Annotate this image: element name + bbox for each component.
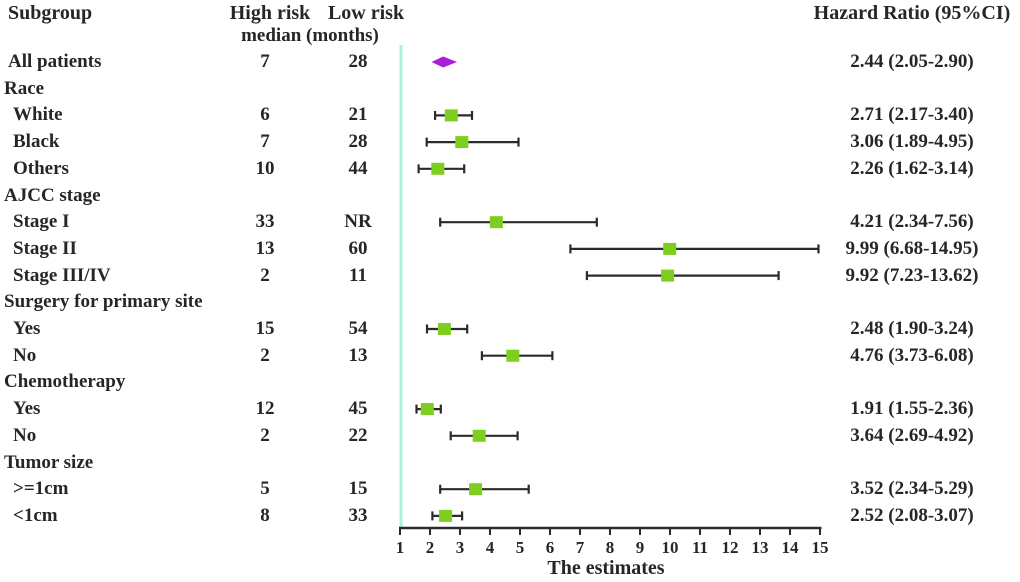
- point-estimate-square: [431, 162, 445, 175]
- row-high-risk-median: 15: [255, 318, 275, 339]
- x-axis-tick-label: 1: [396, 538, 405, 557]
- row-group-label: Chemotherapy: [4, 371, 126, 393]
- row-low-risk-median: 13: [348, 344, 368, 366]
- x-axis-tick-label: 9: [636, 538, 645, 557]
- x-axis-tick-label: 7: [576, 538, 585, 557]
- row-hazard-ratio: 2.44 (2.05-2.90): [850, 51, 974, 72]
- row-high-risk-median: 10: [255, 157, 275, 179]
- row-hazard-ratio: 4.21 (2.34-7.56): [850, 211, 974, 233]
- x-axis-tick-label: 2: [426, 538, 435, 557]
- x-axis-title: The estimates: [547, 557, 664, 579]
- row-label: Yes: [13, 318, 41, 339]
- point-estimate-square: [489, 216, 503, 229]
- row-group-label: Surgery for primary site: [4, 291, 203, 313]
- row-high-risk-median: 13: [255, 237, 275, 259]
- point-estimate-square: [420, 403, 434, 416]
- point-estimate-square: [661, 269, 675, 282]
- row-hazard-ratio: 2.52 (2.08-3.07): [850, 504, 974, 526]
- row-high-risk-median: 2: [260, 424, 270, 446]
- x-axis-tick-label: 13: [752, 538, 769, 557]
- point-estimate-square: [472, 429, 486, 442]
- x-axis-tick-label: 12: [722, 538, 739, 557]
- col-header-low-risk: Low risk: [327, 2, 405, 24]
- row-label: All patients: [8, 51, 102, 72]
- row-high-risk-median: 6: [260, 104, 270, 126]
- col-header-subgroup: Subgroup: [8, 2, 93, 24]
- row-low-risk-median: 45: [348, 398, 368, 420]
- row-hazard-ratio: 2.71 (2.17-3.40): [850, 104, 974, 126]
- row-label: White: [13, 104, 63, 126]
- row-high-risk-median: 2: [260, 264, 270, 286]
- row-label: >=1cm: [13, 478, 69, 500]
- row-low-risk-median: 28: [348, 51, 368, 72]
- row-high-risk-median: 8: [260, 504, 270, 526]
- row-label: Yes: [13, 398, 41, 420]
- row-label: <1cm: [13, 504, 58, 526]
- x-axis-tick-label: 15: [812, 538, 829, 557]
- summary-diamond: [431, 56, 457, 68]
- row-group-label: AJCC stage: [4, 184, 101, 206]
- row-label: No: [13, 424, 37, 446]
- row-label: Stage I: [13, 211, 70, 233]
- row-low-risk-median: 15: [348, 478, 368, 500]
- row-low-risk-median: 22: [348, 424, 368, 446]
- row-low-risk-median: 21: [348, 104, 368, 126]
- col-header-median-months: median (months): [241, 25, 379, 46]
- col-header-hazard-ratio: Hazard Ratio (95%CI): [813, 2, 1011, 24]
- point-estimate-square: [663, 242, 677, 255]
- row-hazard-ratio: 2.48 (1.90-3.24): [850, 318, 974, 339]
- row-low-risk-median: 60: [348, 237, 368, 259]
- row-high-risk-median: 2: [260, 344, 270, 366]
- row-label: Stage II: [13, 237, 77, 259]
- row-low-risk-median: 44: [348, 157, 368, 179]
- row-high-risk-median: 5: [260, 478, 270, 500]
- point-estimate-square: [455, 136, 469, 149]
- x-axis-tick-label: 6: [546, 538, 555, 557]
- x-axis-tick-label: 11: [692, 538, 708, 557]
- row-low-risk-median: 28: [348, 131, 368, 153]
- point-estimate-square: [506, 349, 520, 362]
- x-axis-tick-label: 4: [486, 538, 495, 557]
- point-estimate-square: [437, 323, 451, 335]
- point-estimate-square: [469, 483, 483, 496]
- row-hazard-ratio: 3.06 (1.89-4.95): [850, 131, 974, 153]
- x-axis-tick-label: 14: [782, 538, 800, 557]
- row-hazard-ratio: 4.76 (3.73-6.08): [850, 344, 974, 366]
- row-high-risk-median: 33: [255, 211, 275, 233]
- x-axis-tick-label: 10: [662, 538, 679, 557]
- row-label: Stage III/IV: [13, 264, 111, 286]
- x-axis-tick-label: 5: [516, 538, 525, 557]
- row-low-risk-median: NR: [344, 211, 372, 233]
- x-axis-tick-label: 8: [606, 538, 615, 557]
- point-estimate-square: [439, 509, 453, 522]
- row-high-risk-median: 12: [255, 398, 275, 420]
- col-header-high-risk: High risk: [229, 2, 311, 24]
- row-hazard-ratio: 9.99 (6.68-14.95): [845, 237, 979, 259]
- row-low-risk-median: 54: [348, 318, 368, 339]
- row-high-risk-median: 7: [260, 131, 270, 153]
- row-high-risk-median: 7: [260, 51, 270, 72]
- row-group-label: Tumor size: [4, 451, 94, 473]
- row-hazard-ratio: 3.64 (2.69-4.92): [850, 424, 974, 446]
- row-hazard-ratio: 9.92 (7.23-13.62): [845, 264, 979, 286]
- row-hazard-ratio: 1.91 (1.55-2.36): [850, 398, 974, 420]
- x-axis-tick-label: 3: [456, 538, 465, 557]
- row-label: Black: [13, 131, 60, 153]
- row-label: No: [13, 344, 37, 366]
- row-hazard-ratio: 3.52 (2.34-5.29): [850, 478, 974, 500]
- row-label: Others: [13, 157, 69, 179]
- point-estimate-square: [444, 109, 458, 122]
- row-low-risk-median: 33: [348, 504, 368, 526]
- row-low-risk-median: 11: [349, 264, 367, 286]
- row-hazard-ratio: 2.26 (1.62-3.14): [850, 157, 974, 179]
- row-group-label: Race: [4, 77, 45, 99]
